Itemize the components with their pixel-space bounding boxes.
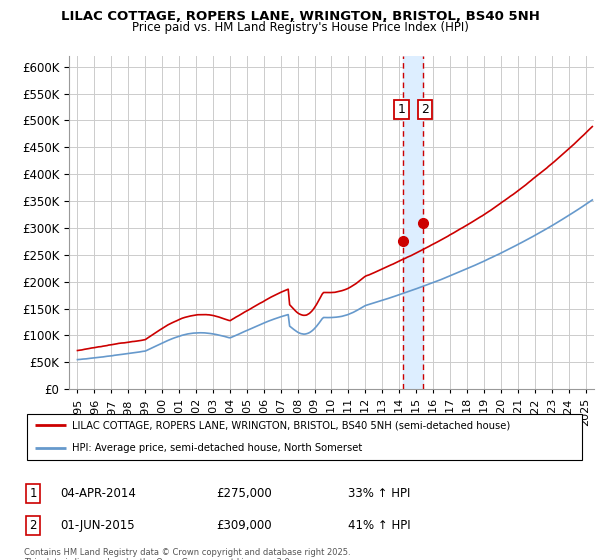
Text: Contains HM Land Registry data © Crown copyright and database right 2025.
This d: Contains HM Land Registry data © Crown c… [24,548,350,560]
Text: LILAC COTTAGE, ROPERS LANE, WRINGTON, BRISTOL, BS40 5NH (semi-detached house): LILAC COTTAGE, ROPERS LANE, WRINGTON, BR… [71,420,510,430]
FancyBboxPatch shape [27,414,582,460]
Text: 01-JUN-2015: 01-JUN-2015 [60,519,134,532]
Text: 1: 1 [29,487,37,501]
Text: 33% ↑ HPI: 33% ↑ HPI [348,487,410,501]
Text: 2: 2 [421,103,429,116]
Text: 04-APR-2014: 04-APR-2014 [60,487,136,501]
Text: 1: 1 [398,103,406,116]
Text: £309,000: £309,000 [216,519,272,532]
Text: Price paid vs. HM Land Registry's House Price Index (HPI): Price paid vs. HM Land Registry's House … [131,21,469,34]
Bar [403,56,423,389]
Text: LILAC COTTAGE, ROPERS LANE, WRINGTON, BRISTOL, BS40 5NH: LILAC COTTAGE, ROPERS LANE, WRINGTON, BR… [61,10,539,23]
Text: 41% ↑ HPI: 41% ↑ HPI [348,519,410,532]
Text: 2: 2 [29,519,37,532]
Text: HPI: Average price, semi-detached house, North Somerset: HPI: Average price, semi-detached house,… [71,444,362,454]
Text: £275,000: £275,000 [216,487,272,501]
